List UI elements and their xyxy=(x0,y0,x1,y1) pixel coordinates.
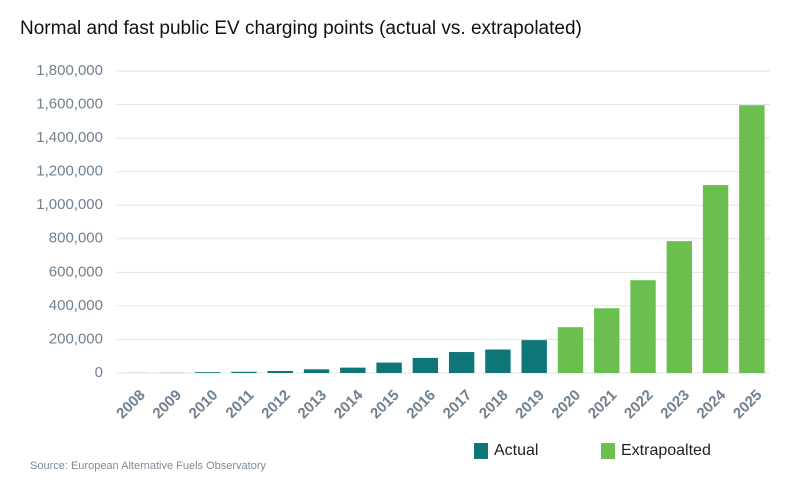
y-tick-label: 1,800,000 xyxy=(36,62,103,79)
x-tick-label: 2010 xyxy=(186,387,222,423)
bar xyxy=(666,241,693,373)
x-tick-label: 2024 xyxy=(694,386,730,422)
y-tick-label: 0 xyxy=(95,364,103,381)
y-tick-label: 400,000 xyxy=(49,297,103,314)
x-tick-label: 2017 xyxy=(440,387,476,423)
x-tick-label: 2021 xyxy=(585,387,621,423)
x-tick-label: 2015 xyxy=(367,387,403,423)
bar xyxy=(194,372,221,373)
bar xyxy=(303,369,330,373)
bar xyxy=(630,280,656,373)
x-tick-label: 2023 xyxy=(657,387,693,423)
y-tick-label: 1,200,000 xyxy=(36,163,103,180)
x-tick-label: 2025 xyxy=(730,387,766,423)
bar xyxy=(231,371,257,373)
legend-label: Actual xyxy=(494,442,538,459)
x-tick-label: 2016 xyxy=(403,387,439,423)
bar xyxy=(702,185,729,373)
x-tick-label: 2014 xyxy=(331,386,367,422)
x-tick-label: 2019 xyxy=(512,387,548,423)
y-tick-label: 600,000 xyxy=(49,263,103,280)
legend-label: Extrapoalted xyxy=(621,442,711,459)
legend-swatch xyxy=(474,443,488,459)
y-tick-label: 1,400,000 xyxy=(36,129,103,146)
y-tick-label: 200,000 xyxy=(49,330,103,347)
chart-title: Normal and fast public EV charging point… xyxy=(20,18,582,39)
y-tick-label: 800,000 xyxy=(49,230,103,247)
x-tick-label: 2022 xyxy=(621,387,657,423)
bar xyxy=(521,340,547,373)
x-tick-label: 2018 xyxy=(476,387,512,423)
x-tick-label: 2009 xyxy=(149,387,185,423)
bar xyxy=(376,362,402,373)
x-tick-label: 2011 xyxy=(223,387,258,422)
x-tick-label: 2020 xyxy=(548,387,584,423)
bar xyxy=(594,308,620,373)
y-tick-label: 1,600,000 xyxy=(36,96,103,113)
x-tick-label: 2008 xyxy=(113,387,149,423)
bar xyxy=(448,352,475,373)
y-tick-label: 1,000,000 xyxy=(36,196,103,213)
bar xyxy=(340,367,366,373)
bar xyxy=(485,349,511,373)
source-note: Source: European Alternative Fuels Obser… xyxy=(30,460,267,472)
bar xyxy=(557,327,584,373)
bar xyxy=(739,105,765,373)
x-tick-label: 2013 xyxy=(295,387,331,423)
bar xyxy=(412,357,439,373)
bar xyxy=(267,370,293,373)
x-tick-label: 2012 xyxy=(258,387,294,423)
legend-swatch xyxy=(601,443,615,459)
